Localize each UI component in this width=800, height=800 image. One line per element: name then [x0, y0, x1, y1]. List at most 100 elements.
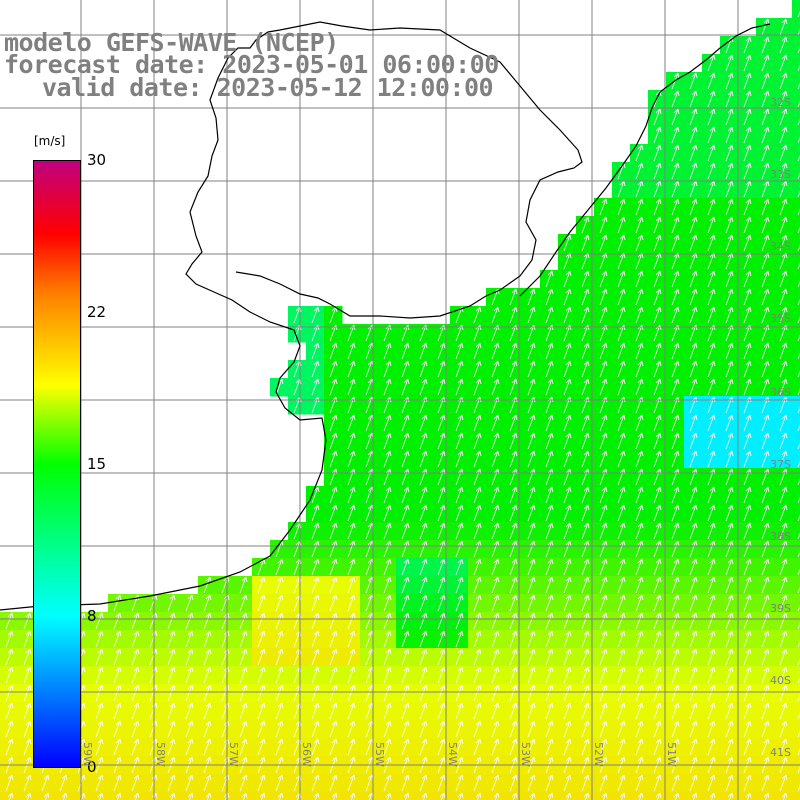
wind-arrow [419, 378, 428, 396]
wind-arrow [257, 666, 266, 684]
wind-arrow [653, 702, 662, 720]
wind-arrow [383, 450, 392, 468]
lon-label-51w: 51W [665, 742, 678, 767]
wind-arrow [455, 378, 464, 396]
wind-arrow [743, 630, 752, 648]
wind-arrow [797, 418, 800, 432]
wind-arrow [329, 342, 338, 360]
wind-arrow [779, 738, 788, 756]
wind-arrow [581, 306, 590, 324]
wind-arrow [725, 612, 734, 630]
wind-arrow [725, 684, 734, 702]
wind-arrow [437, 342, 446, 360]
wind-cell [792, 522, 800, 541]
wind-arrow [419, 342, 428, 360]
wind-arrow [653, 558, 662, 576]
wind-arrow [257, 684, 266, 702]
wind-arrow [473, 378, 482, 396]
wind-arrow [725, 234, 734, 252]
wind-arrow [545, 540, 554, 558]
wind-arrow [635, 774, 644, 792]
wind-cell [792, 234, 800, 253]
wind-arrow [779, 540, 788, 558]
wind-arrow [599, 342, 608, 360]
wind-arrow [653, 630, 662, 648]
wind-arrow [203, 666, 212, 684]
wind-arrow [563, 720, 572, 738]
wind-arrow [797, 346, 800, 360]
wind-arrow [401, 702, 410, 720]
wind-cell [792, 288, 800, 307]
wind-arrow [761, 36, 770, 54]
wind-arrow [509, 684, 518, 702]
wind-arrow [671, 180, 680, 198]
wind-arrow [599, 486, 608, 504]
wind-arrow [401, 540, 410, 558]
wind-cell [792, 486, 800, 505]
wind-arrow [563, 432, 572, 450]
wind-arrow [761, 558, 770, 576]
wind-arrow [599, 540, 608, 558]
wind-arrow [25, 792, 32, 800]
wind-arrow [401, 576, 410, 594]
wind-arrow [653, 666, 662, 684]
wind-arrow [437, 360, 446, 378]
wind-arrow [545, 342, 554, 360]
wind-arrow [707, 216, 716, 234]
wind-arrow [419, 522, 428, 540]
wind-arrow [671, 234, 680, 252]
wind-arrow [473, 612, 482, 630]
wind-cell [792, 378, 800, 397]
wind-arrow [743, 288, 752, 306]
wind-arrow [707, 306, 716, 324]
wind-arrow [311, 684, 320, 702]
wind-arrow [581, 774, 590, 792]
wind-arrow [689, 450, 698, 468]
wind-arrow [23, 702, 32, 720]
wind-arrow [725, 270, 734, 288]
wind-arrow [347, 684, 356, 702]
wind-arrow [257, 630, 266, 648]
wind-arrow [113, 612, 122, 630]
wind-arrow [401, 432, 410, 450]
wind-arrow [761, 270, 770, 288]
wind-arrow [545, 270, 554, 288]
wind-arrow [347, 594, 356, 612]
wind-arrow [5, 666, 14, 684]
wind-arrow [23, 630, 32, 648]
wind-arrow [527, 342, 536, 360]
wind-arrow [545, 450, 554, 468]
wind-arrow [473, 702, 482, 720]
wind-arrow [617, 486, 626, 504]
wind-arrow [725, 486, 734, 504]
wind-arrow [113, 702, 122, 720]
wind-arrow [761, 108, 770, 126]
wind-arrow [743, 36, 752, 54]
wind-cell [792, 504, 800, 523]
wind-arrow [239, 648, 248, 666]
wind-arrow [653, 540, 662, 558]
wind-arrow [671, 162, 680, 180]
wind-arrow [311, 576, 320, 594]
wind-arrow [761, 72, 770, 90]
wind-arrow [527, 432, 536, 450]
wind-arrow [761, 630, 770, 648]
wind-arrow [473, 360, 482, 378]
wind-arrow [797, 328, 800, 342]
wind-arrow [797, 184, 800, 198]
wind-arrow [779, 414, 788, 432]
wind-arrow [563, 702, 572, 720]
wind-arrow [761, 288, 770, 306]
wind-arrow [671, 630, 680, 648]
wind-arrow [419, 684, 428, 702]
wind-arrow [617, 414, 626, 432]
wind-arrow [743, 576, 752, 594]
wind-arrow [689, 522, 698, 540]
wind-arrow [203, 738, 212, 756]
wind-arrow [743, 234, 752, 252]
wind-arrow [653, 414, 662, 432]
wind-arrow [455, 558, 464, 576]
wind-arrow [797, 562, 800, 576]
wind-arrow [635, 378, 644, 396]
wind-arrow [689, 216, 698, 234]
